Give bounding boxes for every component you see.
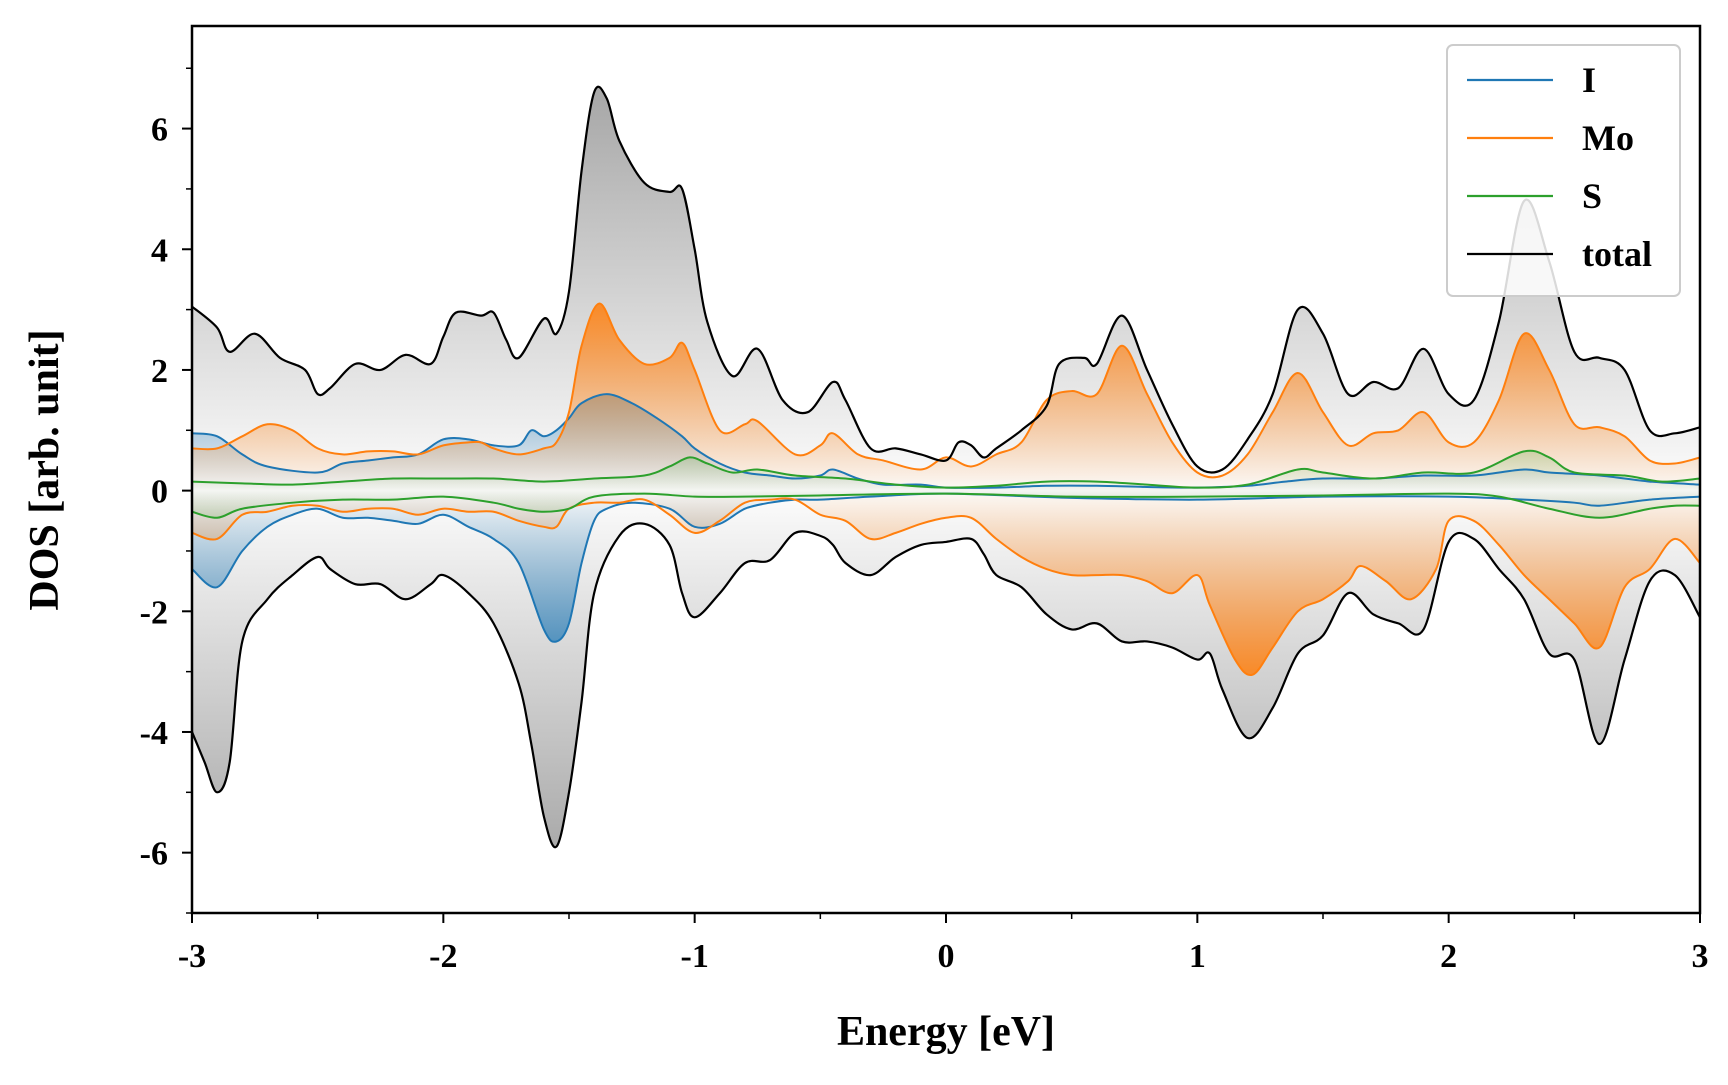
x-axis-label: Energy [eV] [837, 1009, 1055, 1055]
series-fill-Mo-down [192, 490, 1700, 676]
series-fill-S-down [192, 490, 1700, 518]
legend-label-S: S [1582, 176, 1602, 216]
x-tick-label: -1 [681, 938, 709, 975]
lines-layer [192, 85, 1700, 849]
x-tick-label: 0 [938, 938, 955, 975]
legend-label-Mo: Mo [1582, 118, 1634, 158]
x-tick-label: 3 [1692, 938, 1709, 975]
series-line-I-down [192, 492, 1700, 643]
x-axis: -3 -2 -1 0 1 2 3 [178, 913, 1709, 975]
series-line-S-up [192, 449, 1700, 489]
series-fill-total-down [192, 490, 1700, 848]
series-line-total-up [192, 85, 1700, 474]
y-tick-label: -2 [140, 594, 168, 631]
y-tick-label: -4 [140, 715, 168, 752]
legend-label-I: I [1582, 60, 1596, 100]
series-line-Mo-down [192, 497, 1700, 677]
y-tick-label: 2 [151, 353, 168, 390]
x-tick-label: -3 [178, 938, 206, 975]
x-tick-label: -2 [429, 938, 457, 975]
series-line-S-down [192, 492, 1700, 519]
y-tick-label: 6 [151, 112, 168, 149]
y-axis-label: DOS [arb. unit] [22, 329, 68, 610]
x-tick-label: 2 [1440, 938, 1457, 975]
y-tick-label: 0 [151, 474, 168, 511]
y-tick-label: 4 [151, 232, 168, 269]
series-fill-I-down [192, 490, 1700, 642]
y-tick-label: -6 [140, 836, 168, 873]
fills-layer [192, 86, 1700, 848]
series-line-total-down [192, 522, 1700, 849]
series-line-Mo-up [192, 302, 1700, 479]
legend-box [1446, 44, 1681, 297]
series-fill-total-up [192, 86, 1700, 491]
series-fill-Mo-up [192, 303, 1700, 491]
x-tick-label: 1 [1189, 938, 1206, 975]
y-axis: -6 -4 -2 0 2 4 6 [140, 67, 192, 914]
legend-label-total: total [1582, 234, 1652, 274]
